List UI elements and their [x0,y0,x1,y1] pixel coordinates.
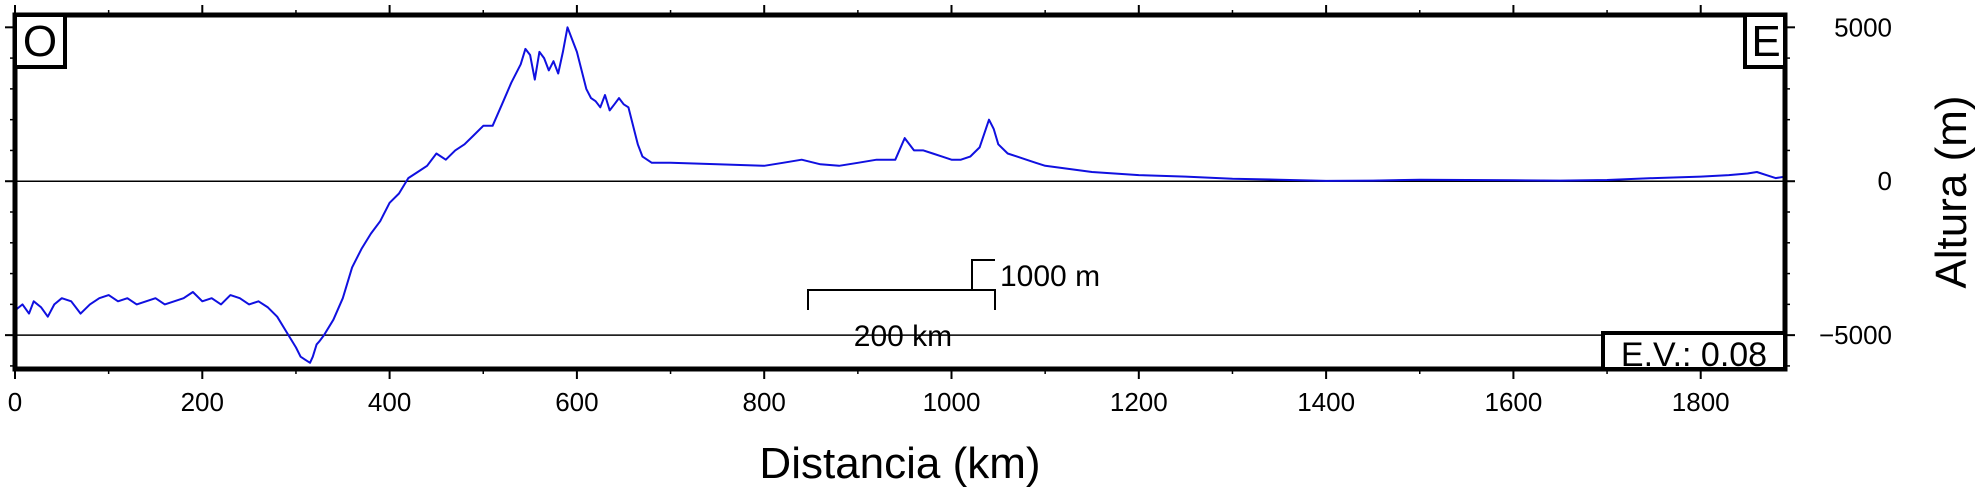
y-tick-label: 5000 [1834,12,1892,42]
x-tick-label: 1800 [1672,387,1730,417]
vertical-exaggeration-label: E.V.: 0.08 [1621,336,1767,374]
x-tick-label: 1600 [1484,387,1542,417]
series-layer [14,26,1786,364]
x-tick-label: 1000 [923,387,981,417]
x-tick-label: 600 [555,387,598,417]
x-tick-label: 800 [743,387,786,417]
x-tick-label: 1400 [1297,387,1355,417]
x-tick-label: 400 [368,387,411,417]
y-tick-label: 0 [1878,166,1892,196]
reference-lines [15,180,1785,336]
x-tick-labels: 0 200 400 600 800 1000 1200 1400 1600 1800 [8,387,1730,417]
y-tick-label: −5000 [1819,320,1892,350]
plot-frame [12,12,1788,372]
horizontal-scale-label: 200 km [854,320,952,353]
west-label-box [13,13,67,69]
y-tick-labels: 5000 0 −5000 [1819,12,1892,350]
east-label-box [1743,13,1787,69]
x-tick-label: 0 [8,387,22,417]
scale-bar: 200 km 1000 m [807,259,1100,353]
vertical-scale-label: 1000 m [1000,260,1100,293]
x-tick-label: 200 [181,387,224,417]
horizontal-scale-bar [807,289,996,310]
vertical-scale-bar [971,259,995,291]
x-tick-label: 1200 [1110,387,1168,417]
x-axis-title: Distancia (km) [759,439,1040,488]
ve-label-box [1601,331,1787,371]
west-label: O [23,17,57,66]
y-axis-title: Altura (m) [1927,95,1976,288]
east-label: E [1751,17,1780,66]
elevation-series-line [14,26,1786,364]
